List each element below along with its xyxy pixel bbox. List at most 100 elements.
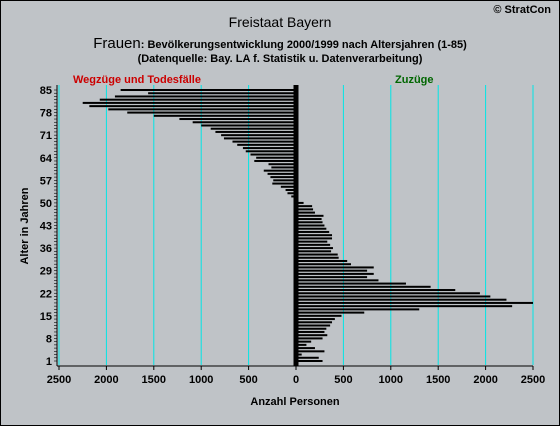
bar-age-61 [271,166,296,169]
bar-age-45 [296,218,322,221]
y-tick-label: 71 [40,130,52,142]
bar-age-9 [296,334,328,337]
bar-age-81 [82,101,296,104]
y-tick-label: 1 [46,356,52,368]
bar-age-44 [296,221,323,224]
bar-age-60 [263,169,296,172]
bar-age-18 [296,305,513,308]
bar-age-82 [99,98,296,101]
bar-age-50 [296,201,304,204]
bar-age-5 [296,347,315,350]
bar-age-54 [285,189,296,192]
bar-age-49 [296,205,313,208]
bar-age-63 [254,159,296,162]
bar-age-74 [201,124,296,127]
bar-age-33 [296,256,339,259]
bar-age-64 [256,156,296,159]
right-side-label: Zuzüge [395,74,434,86]
bar-age-36 [296,247,333,250]
y-tick-label: 29 [40,266,52,278]
y-tick-label: 64 [40,153,53,165]
bar-age-13 [296,321,333,324]
bar-age-84 [148,92,296,95]
bar-age-48 [296,208,314,211]
y-axis-label: Alter in Jahren [19,187,31,264]
bar-age-80 [89,105,296,108]
bar-age-32 [296,259,348,262]
chart-subtitle: Frauen: Bevölkerungsentwicklung 2000/199… [1,35,559,52]
center-axis [293,85,299,366]
x-tick-label: 1500 [426,374,450,386]
bar-age-8 [296,337,323,340]
x-tick-label: 2000 [94,374,118,386]
bar-age-46 [296,214,324,217]
bar-age-43 [296,224,325,227]
bar-age-69 [232,140,296,143]
y-tick-label: 85 [40,85,52,97]
bar-age-29 [296,269,368,272]
y-tick-label: 50 [40,198,52,210]
bar-age-6 [296,343,307,346]
bar-age-53 [287,192,296,195]
x-tick-label: 500 [239,374,257,386]
x-axis-label: Anzahl Personen [250,396,340,408]
bar-age-40 [296,234,333,237]
bar-age-22 [296,292,480,295]
bar-age-70 [223,137,296,140]
bar-age-3 [296,353,302,356]
bar-age-10 [296,330,325,333]
bar-age-55 [280,185,296,188]
y-tick-label: 8 [46,333,52,345]
bar-age-15 [296,314,342,317]
bar-age-28 [296,272,374,275]
bar-age-12 [296,324,331,327]
source-note: (Datenquelle: Bay. LA f. Statistik u. Da… [137,53,423,65]
y-tick-label: 78 [40,108,52,120]
y-tick-label: 57 [40,175,52,187]
copyright-label: © StratCon [493,4,551,16]
bar-age-83 [114,95,296,98]
bar-age-71 [221,134,296,137]
subtitle-lead: Frauen [93,35,141,52]
grid-lines [58,85,534,365]
bar-age-4 [296,350,325,353]
bar-age-77 [153,114,296,117]
bar-age-35 [296,250,332,253]
chart-title: Freistaat Bayern [228,14,332,30]
axes [54,85,534,370]
y-tick-label: 43 [40,221,52,233]
bar-age-26 [296,279,379,282]
bar-age-30 [296,266,374,269]
bar-age-56 [272,182,296,185]
x-tick-label: 1000 [379,374,403,386]
bar-age-27 [296,276,368,279]
bar-age-1 [296,359,323,363]
bar-age-11 [296,327,327,330]
bar-age-7 [296,340,312,343]
bar-age-76 [179,118,296,121]
y-tick-label: 15 [40,311,52,323]
bar-age-72 [215,130,296,133]
bar-age-79 [108,108,297,111]
bar-age-58 [270,176,296,179]
bar-age-20 [296,298,507,301]
bar-age-57 [273,179,296,182]
bar-age-31 [296,263,351,266]
y-tick-label: 36 [40,243,52,255]
bar-age-2 [296,356,319,359]
bar-age-34 [296,253,338,256]
bar-age-39 [296,237,333,240]
bar-series [82,88,533,363]
bar-age-41 [296,230,330,233]
subtitle-rest: : Bevölkerungsentwicklung 2000/1999 nach… [140,39,467,51]
bar-age-68 [237,143,296,146]
bar-age-14 [296,318,335,321]
bar-age-75 [192,121,296,124]
left-side-label: Wegzüge und Todesfälle [73,74,201,86]
bar-age-23 [296,289,456,292]
bar-age-24 [296,285,431,288]
x-tick-label: 2500 [47,374,71,386]
bar-age-85 [120,88,297,92]
bar-age-73 [210,127,296,130]
